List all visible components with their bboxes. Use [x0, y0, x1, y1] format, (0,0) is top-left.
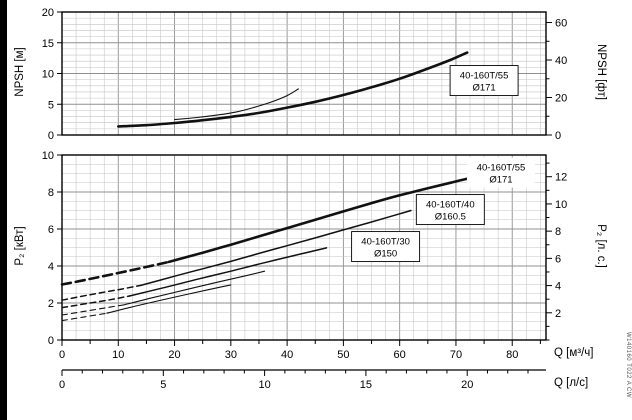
svg-text:10: 10 — [258, 379, 270, 391]
svg-text:5: 5 — [48, 99, 54, 111]
power-chart-ticks — [57, 154, 552, 341]
svg-text:10: 10 — [112, 349, 124, 361]
curve-dashed-p2-curve-5 — [61, 312, 108, 322]
flow-axis-title-ls: Q [л/с] — [554, 377, 589, 389]
npsh-chart-axis-values: 0 5 10 15 20 0 20 40 60 — [42, 7, 568, 142]
curve-dashed-p2-curve-4 — [61, 304, 125, 316]
svg-text:50: 50 — [337, 349, 349, 361]
svg-text:0: 0 — [48, 335, 54, 347]
svg-text:Ø160.5: Ø160.5 — [435, 212, 466, 223]
svg-text:15: 15 — [360, 379, 372, 391]
svg-text:70: 70 — [450, 349, 462, 361]
svg-text:6: 6 — [555, 253, 561, 265]
svg-text:40-160T/40: 40-160T/40 — [426, 200, 475, 211]
svg-text:80: 80 — [506, 349, 518, 361]
npsh-chart-ticks — [57, 11, 552, 136]
svg-text:2: 2 — [555, 308, 561, 320]
curve-label-box — [415, 194, 485, 226]
svg-text:40-160T/30: 40-160T/30 — [361, 237, 410, 248]
curve-dashed-p2-40-160T-55-d171 — [60, 260, 171, 286]
svg-text:0: 0 — [555, 130, 561, 142]
curve-npsh-40-160T-40-d160-5 — [174, 88, 299, 121]
svg-text:20: 20 — [461, 379, 473, 391]
svg-text:Ø171: Ø171 — [489, 175, 512, 186]
svg-text:4: 4 — [555, 281, 561, 293]
flow-axis-title-m3h: Q [м³/ч] — [554, 347, 594, 359]
svg-text:4: 4 — [48, 261, 54, 273]
curve-p2-curve-4 — [123, 270, 266, 306]
power-chart-frame — [61, 154, 547, 341]
svg-text:6: 6 — [48, 224, 54, 236]
curve-label-box — [466, 157, 535, 188]
svg-text:Ø150: Ø150 — [374, 249, 397, 260]
svg-text:0: 0 — [59, 379, 65, 391]
svg-text:2: 2 — [48, 298, 54, 310]
svg-text:Ø171: Ø171 — [472, 83, 495, 94]
left-edge-bar — [0, 0, 7, 420]
curve-dashed-p2-40-160T-30-d150 — [61, 295, 131, 309]
svg-text:5: 5 — [160, 379, 166, 391]
svg-text:20: 20 — [555, 93, 567, 105]
svg-text:15: 15 — [42, 38, 54, 50]
svg-text:8: 8 — [48, 187, 54, 199]
curve-npsh-40-160T-55-d171 — [117, 51, 469, 128]
power-chart-axis-values: 0 2 4 6 8 10 2 4 6 8 10 12 — [42, 150, 568, 347]
svg-text:8: 8 — [555, 226, 561, 238]
svg-text:10: 10 — [555, 199, 567, 211]
svg-text:40-160T/55: 40-160T/55 — [460, 71, 509, 82]
svg-text:20: 20 — [168, 349, 180, 361]
power-right-axis-title: P₂ [л. с.] — [595, 224, 607, 268]
power-left-axis-title: P₂ [кВт] — [14, 226, 26, 266]
svg-text:0: 0 — [48, 130, 54, 142]
curve-p2-40-160T-40-d160-5 — [140, 209, 412, 287]
svg-text:30: 30 — [225, 349, 237, 361]
npsh-right-axis-title: NPSH [фт] — [595, 43, 607, 100]
svg-text:10: 10 — [42, 69, 54, 81]
svg-text:10: 10 — [42, 150, 54, 162]
power-chart-curves — [60, 177, 469, 322]
svg-text:60: 60 — [555, 18, 567, 30]
curve-p2-curve-5 — [106, 284, 232, 314]
svg-text:40-160T/55: 40-160T/55 — [477, 163, 526, 174]
curve-label-box — [449, 65, 519, 97]
curve-label-box — [351, 231, 421, 263]
curve-p2-40-160T-30-d150 — [128, 247, 328, 297]
svg-text:12: 12 — [555, 172, 567, 184]
svg-text:20: 20 — [42, 7, 54, 19]
svg-text:40: 40 — [281, 349, 293, 361]
npsh-left-axis-title: NPSH [м] — [14, 47, 26, 97]
svg-text:60: 60 — [394, 349, 406, 361]
npsh-chart-curves — [117, 51, 469, 128]
curve-p2-40-160T-55-d171 — [167, 177, 469, 264]
x-axis-ls: 0 5 10 15 20 — [59, 369, 546, 391]
x-axis-m3h: 0 10 20 30 40 50 60 70 80 — [59, 340, 541, 361]
curve-dashed-p2-40-160T-40-d160-5 — [61, 284, 142, 301]
svg-text:40: 40 — [555, 55, 567, 67]
drawing-code-text: W140160 T022 A CW — [625, 331, 631, 399]
svg-text:0: 0 — [59, 349, 65, 361]
